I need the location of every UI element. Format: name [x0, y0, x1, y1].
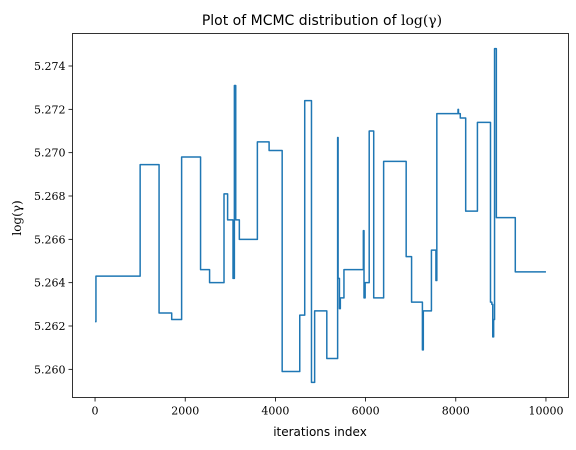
x-axis: 0 2000 4000 6000 8000 10000	[92, 397, 563, 418]
axes-frame	[72, 33, 569, 398]
y-tick-label: 5.274	[34, 60, 66, 73]
x-tick-label: 2000	[171, 405, 199, 418]
plot-area	[95, 47, 546, 384]
y-tick-label: 5.272	[34, 103, 66, 116]
x-axis-label: iterations index	[273, 425, 367, 439]
x-tick-label: 0	[92, 405, 99, 418]
chart-title-math: log(γ)	[401, 13, 442, 29]
x-tick-label: 8000	[442, 405, 470, 418]
chart-title-prefix: Plot of MCMC distribution of	[202, 13, 401, 29]
y-tick-label: 5.266	[34, 233, 66, 246]
y-tick-label: 5.262	[34, 320, 66, 333]
y-tick-label: 5.268	[34, 190, 66, 203]
series-line-0	[95, 47, 546, 384]
y-axis-label: log(γ)	[10, 200, 24, 235]
y-tick-label: 5.264	[34, 277, 66, 290]
y-axis: 5.260 5.262 5.264 5.266 5.268 5.270 5.272 5.274	[34, 60, 73, 376]
y-tick-label: 5.270	[34, 147, 66, 160]
x-tick-label: 10000	[528, 405, 563, 418]
chart-title: Plot of MCMC distribution of log(γ)	[202, 13, 442, 29]
x-tick-label: 6000	[352, 405, 380, 418]
x-tick-label: 4000	[261, 405, 289, 418]
y-tick-label: 5.260	[34, 363, 66, 376]
